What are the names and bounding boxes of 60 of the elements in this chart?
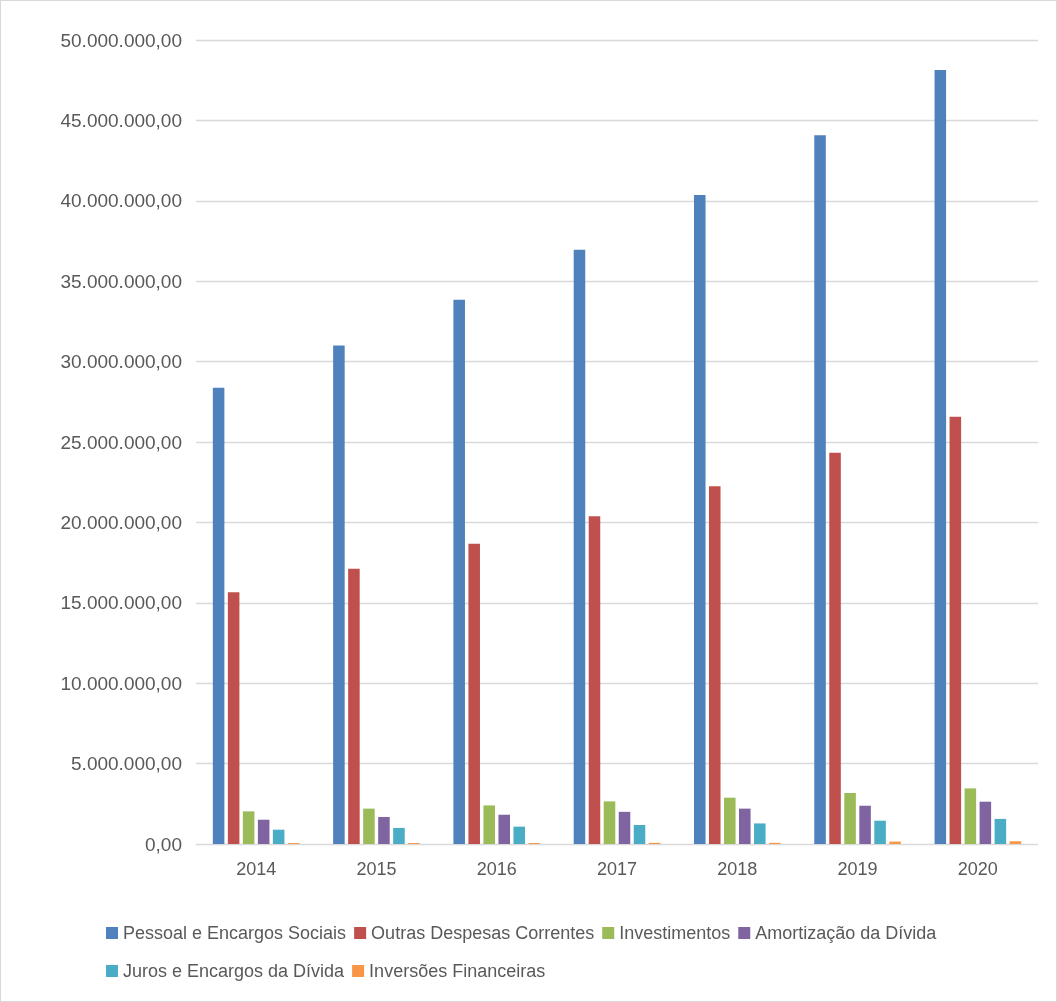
y-tick-label: 0,00 (145, 833, 182, 855)
x-tick-label: 2018 (717, 859, 758, 879)
bar (724, 797, 736, 844)
y-tick-label: 5.000.000,00 (71, 753, 182, 775)
bar (754, 823, 766, 844)
bar (453, 299, 465, 844)
y-tick-label: 10.000.000,00 (60, 672, 182, 694)
bar (272, 829, 285, 844)
bar (468, 543, 480, 844)
bar (363, 808, 375, 844)
legend-label: Inversões Financeiras (369, 961, 546, 981)
bar (603, 801, 616, 844)
bar (844, 793, 856, 844)
y-tick-label: 45.000.000,00 (60, 109, 182, 131)
x-tick-label: 2014 (236, 859, 277, 879)
x-tick-label: 2017 (596, 859, 638, 879)
bar (227, 592, 240, 844)
bar (693, 195, 706, 844)
bar (333, 345, 345, 844)
bar (348, 568, 360, 844)
x-tick-label: 2019 (837, 859, 878, 879)
y-tick-label: 50.000.000,00 (60, 29, 182, 51)
bar (212, 387, 225, 844)
legend-label: Amortização da Dívida (755, 923, 938, 943)
legend-label: Juros e Encargos da Dívida (123, 961, 346, 981)
bar (874, 820, 886, 844)
bar (979, 801, 992, 844)
y-tick-label: 35.000.000,00 (60, 270, 182, 292)
bar (588, 516, 601, 844)
y-tick-label: 20.000.000,00 (60, 511, 182, 533)
bar (378, 816, 390, 844)
legend-label: Investimentos (619, 923, 731, 943)
bar (483, 805, 495, 844)
bar (573, 249, 586, 844)
bar (393, 827, 405, 844)
bar (708, 486, 721, 844)
bar (859, 805, 871, 844)
bar (1009, 841, 1022, 844)
bar (242, 811, 255, 844)
y-tick-label: 40.000.000,00 (60, 190, 182, 212)
y-tick-label: 15.000.000,00 (60, 592, 182, 614)
bar (618, 811, 631, 844)
legend-label: Pessoal e Encargos Sociais (123, 923, 347, 943)
bar (994, 818, 1007, 844)
x-tick-label: 2015 (356, 859, 397, 879)
bar (513, 826, 526, 844)
bar (633, 825, 646, 844)
x-tick-label: 2020 (957, 859, 998, 879)
y-tick-label: 25.000.000,00 (60, 431, 182, 453)
bar (829, 452, 841, 844)
bar (257, 819, 270, 844)
bar (934, 69, 947, 844)
y-tick-label: 30.000.000,00 (60, 351, 182, 373)
x-tick-label: 2016 (476, 859, 517, 879)
bar (814, 135, 826, 844)
bar (964, 788, 977, 844)
bar (498, 814, 510, 844)
bar (949, 416, 962, 844)
bar (739, 808, 751, 844)
legend-label: Outras Despesas Correntes (371, 923, 595, 943)
